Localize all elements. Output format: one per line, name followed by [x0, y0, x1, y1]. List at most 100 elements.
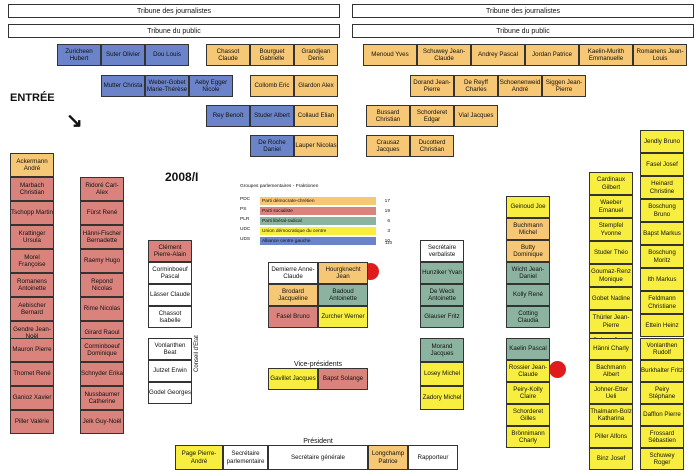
seat: Losey Michel — [420, 362, 464, 386]
seat: De Weck Antoinette — [420, 284, 464, 306]
speaker-marker-icon — [549, 361, 566, 378]
seat-name: Marbach Christian — [19, 181, 45, 196]
press-gallery-left-label: Tribune des journalistes — [136, 7, 212, 15]
seat: Peiry-Kolly Claire — [506, 382, 550, 404]
seat: Brönnimann Charly — [506, 426, 550, 448]
seat: Binz Josef — [589, 448, 633, 470]
seat: Hänni Charly — [589, 338, 633, 360]
seat: Collomb Eric — [250, 75, 294, 97]
press-gallery-right-label: Tribune des journalistes — [485, 7, 561, 15]
seat: Frossard Sébastien — [640, 426, 684, 448]
seat-name: Zuricheen Hubert — [65, 47, 93, 62]
legend-count: 3 — [387, 228, 390, 234]
seat-name: Page Pierre-André — [181, 450, 217, 465]
seat-name: Bourguet Gabrielle — [259, 47, 285, 62]
legend-bar: Alliance centre gauche — [260, 237, 376, 245]
seat-name: Frossard Sébastien — [648, 429, 676, 444]
seat-name: Collaud Elian — [297, 112, 335, 120]
seat: Ducotterd Christian — [410, 135, 454, 157]
seat: Lauper Nicolas — [294, 135, 338, 157]
seat-name: Wicht Jean-Daniel — [511, 265, 545, 280]
seat: De Reyff Charles — [454, 75, 498, 97]
seat-name: Morand Jacques — [430, 342, 454, 357]
seat-name: Crausaz Jacques — [376, 138, 400, 153]
seat-name: Dafflon Pierre — [643, 411, 681, 419]
press-gallery-left: Tribune des journalistes — [8, 4, 340, 18]
seat: Burkhalter Fritz — [640, 360, 684, 382]
seat: Clément Pierre-Alain — [148, 240, 192, 262]
seat-name: Geinoud Joe — [510, 203, 546, 211]
seat-name: Gobet Nadine — [591, 294, 631, 302]
seat: Kaelin-Murith Emmanuelle — [579, 44, 633, 66]
seat-name: Romanens Antoinette — [17, 277, 47, 292]
seat-number: 110 — [385, 240, 393, 245]
seat: Geinoud Joe — [506, 196, 550, 218]
seat: Cotting Claudia — [506, 306, 550, 328]
seat-name: Kolly René — [513, 291, 543, 299]
seat: Ridoré Carl-Alex — [80, 177, 124, 201]
seat: Studer Albert — [250, 105, 294, 127]
seat-name: Raemy Hugo — [83, 257, 121, 265]
seat-name: Weber-Gobet Marie-Thérèse — [146, 78, 188, 93]
seat-name: Glauser Fritz — [424, 313, 460, 321]
legend: Groupes parlementaires - Fraktionen PDC … — [240, 184, 390, 246]
seat: Hunziker Yvan — [420, 262, 464, 284]
seat: Demierre Anne-Claude — [268, 262, 318, 284]
seat: Romanens Jean-Louis — [633, 44, 687, 66]
seat-name: Morel Françoise — [18, 253, 46, 268]
seat: Rapporteur — [408, 445, 458, 470]
seat-name: Corminboeuf Pascal — [152, 265, 188, 280]
seat: Zurcher Werner — [318, 306, 368, 328]
seat-name: Chassot Isabelle — [158, 309, 182, 324]
public-gallery-left: Tribune du public — [8, 24, 340, 38]
seat: Bapst Markus — [640, 222, 684, 245]
seat-name: Fasel Bruno — [276, 313, 310, 321]
entrance-arrow-icon: ↘ — [66, 110, 83, 132]
seat-name: Clément Pierre-Alain — [153, 243, 187, 258]
seat: Chassot Isabelle — [148, 306, 192, 328]
seat-name: Jutzet Erwin — [153, 367, 187, 375]
seat-name: Fasel Josef — [646, 160, 678, 168]
seat-name: Demierre Anne-Claude — [271, 265, 315, 280]
seat-name: De Weck Antoinette — [428, 287, 456, 302]
seat: Marbach Christian — [10, 177, 54, 201]
seat-name: Vial Jacques — [458, 112, 494, 120]
seat-name: Dou Louis — [153, 51, 181, 59]
seat-name: Mutter Christa — [103, 82, 143, 90]
legend-code: UDC — [240, 227, 251, 232]
seat: Thalmann-Bolz Katharina — [589, 404, 633, 426]
seat-name: Tschopp Martin — [11, 209, 53, 217]
seat-name: Ganioz Xavier — [12, 394, 52, 402]
legend-bar: Parti socialiste — [260, 207, 376, 215]
seat: Badoud Antoinette — [318, 284, 368, 306]
seat-name: Bussard Christian — [375, 108, 401, 123]
seat-name: Peiry-Kolly Claire — [513, 385, 543, 400]
seat: Menoud Yves — [363, 44, 417, 66]
seat-name: Studer Albert — [254, 112, 290, 120]
seat-name: Brodard Jacqueline — [278, 287, 308, 302]
seat: Ettein Heinz — [640, 314, 684, 337]
session-label: 2008/I — [165, 170, 199, 184]
seat: Schuwey Roger — [640, 448, 684, 470]
seat: Jutzet Erwin — [148, 360, 192, 382]
seat: Gobet Nadine — [589, 287, 633, 310]
seat-name: Jelk Guy-Noël — [82, 418, 122, 426]
seat: Dou Louis — [145, 44, 189, 66]
seat: Secrétaire générale — [268, 445, 368, 470]
seat-name: Thürler Jean-Pierre — [592, 314, 630, 329]
seat: Romanens Antoinette — [10, 273, 54, 297]
seat-name: Zurcher Werner — [321, 313, 365, 321]
seat-name: Cardinaux Gilbert — [596, 176, 626, 191]
president-label: Président — [268, 436, 368, 446]
seat-name: Godel Georges — [149, 389, 191, 397]
seat: Dorand Jean-Pierre — [410, 75, 454, 97]
seat: Weber-Gobet Marie-Thérèse — [145, 75, 189, 97]
seat-name: Schorderet Edgar — [416, 108, 448, 123]
legend-item: UDC Union démocratique du centre 3 — [240, 226, 390, 236]
seat: Grandjean Denis — [294, 44, 338, 66]
seat-name: Hunziker Yvan — [422, 269, 462, 277]
seat: Wicht Jean-Daniel — [506, 262, 550, 284]
seat-name: Rapporteur — [417, 453, 449, 461]
seat: Gavillet Jacques — [268, 368, 318, 390]
legend-count: 17 — [384, 198, 390, 204]
